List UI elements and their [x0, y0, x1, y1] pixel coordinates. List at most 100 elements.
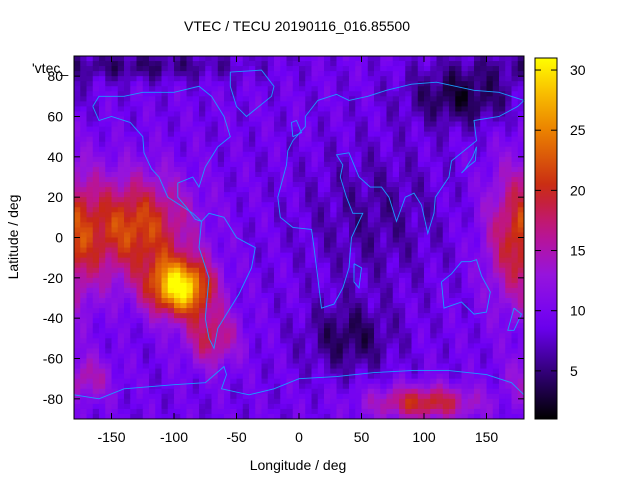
heatmap-cell: [311, 363, 319, 369]
heatmap-cell: [449, 71, 456, 77]
heatmap-cell: [505, 126, 512, 133]
heatmap-cell: [405, 166, 412, 173]
heatmap-cell: [449, 308, 456, 314]
heatmap-cell: [461, 111, 469, 117]
heatmap-cell: [74, 177, 81, 183]
heatmap-cell: [317, 222, 325, 228]
heatmap-cell: [74, 343, 81, 349]
heatmap-cell: [417, 277, 425, 284]
heatmap-cell: [467, 121, 475, 127]
heatmap-cell: [336, 192, 344, 198]
heatmap-cell: [517, 121, 525, 127]
heatmap-cell: [261, 393, 269, 400]
heatmap-cell: [236, 353, 244, 359]
heatmap-cell: [424, 373, 431, 380]
heatmap-cell: [417, 398, 425, 405]
heatmap-cell: [349, 56, 356, 62]
heatmap-cell: [80, 353, 87, 359]
heatmap-cell: [261, 272, 269, 279]
heatmap-cell: [361, 182, 369, 188]
heatmap-cell: [486, 318, 494, 324]
heatmap-cell: [230, 177, 237, 183]
heatmap-cell: [249, 136, 256, 143]
heatmap-cell: [330, 333, 337, 339]
heatmap-cell: [386, 116, 394, 122]
heatmap-cell: [155, 323, 162, 329]
heatmap-cell: [92, 373, 100, 380]
heatmap-cell: [255, 232, 262, 238]
heatmap-cell: [155, 303, 162, 309]
heatmap-cell: [392, 343, 400, 349]
heatmap-cell: [517, 318, 525, 324]
heatmap-cell: [211, 287, 219, 294]
heatmap-cell: [299, 76, 306, 82]
heatmap-cell: [305, 222, 312, 228]
heatmap-cell: [205, 56, 212, 62]
heatmap-cell: [192, 298, 200, 304]
heatmap-cell: [305, 212, 312, 218]
heatmap-cell: [517, 101, 525, 107]
heatmap-cell: [461, 373, 469, 380]
heatmap-cell: [236, 161, 244, 168]
heatmap-cell: [205, 383, 212, 390]
heatmap-cell: [436, 298, 444, 304]
heatmap-cell: [499, 76, 506, 82]
heatmap-cell: [449, 383, 456, 390]
heatmap-cell: [286, 388, 294, 395]
heatmap-cell: [255, 282, 262, 289]
heatmap-cell: [424, 66, 431, 72]
heatmap-cell: [155, 116, 162, 122]
heatmap-cell: [211, 292, 219, 299]
heatmap-cell: [436, 353, 444, 359]
heatmap-cell: [330, 126, 337, 133]
heatmap-cell: [349, 237, 356, 243]
heatmap-cell: [342, 308, 350, 314]
heatmap-cell: [336, 126, 344, 133]
heatmap-cell: [336, 232, 344, 238]
heatmap-cell: [205, 257, 212, 264]
heatmap-cell: [311, 242, 319, 248]
heatmap-cell: [167, 126, 175, 133]
heatmap-cell: [355, 101, 362, 107]
heatmap-cell: [442, 202, 450, 208]
heatmap-cell: [286, 282, 294, 289]
heatmap-cell: [205, 76, 212, 82]
heatmap-cell: [136, 287, 144, 294]
heatmap-cell: [205, 61, 212, 67]
heatmap-cell: [305, 76, 312, 82]
heatmap-cell: [436, 378, 444, 385]
heatmap-cell: [499, 166, 506, 173]
heatmap-cell: [236, 298, 244, 304]
heatmap-cell: [492, 126, 500, 133]
heatmap-cell: [124, 338, 131, 344]
heatmap-cell: [499, 202, 506, 208]
heatmap-cell: [80, 368, 87, 375]
heatmap-cell: [217, 91, 225, 97]
heatmap-cell: [261, 363, 269, 369]
heatmap-cell: [361, 106, 369, 112]
heatmap-cell: [80, 207, 87, 213]
heatmap-cell: [242, 71, 250, 77]
heatmap-cell: [142, 171, 150, 178]
heatmap-cell: [299, 71, 306, 77]
heatmap-cell: [142, 166, 150, 173]
heatmap-cell: [124, 308, 131, 314]
heatmap-cell: [455, 287, 462, 294]
heatmap-cell: [186, 106, 194, 112]
heatmap-cell: [324, 197, 331, 203]
heatmap-cell: [399, 187, 406, 193]
heatmap-cell: [242, 292, 250, 299]
heatmap-cell: [280, 333, 287, 339]
heatmap-cell: [411, 308, 419, 314]
heatmap-cell: [299, 388, 306, 395]
heatmap-cell: [405, 393, 412, 400]
heatmap-cell: [492, 141, 500, 148]
heatmap-cell: [192, 277, 200, 284]
heatmap-cell: [192, 303, 200, 309]
heatmap-cell: [405, 348, 412, 354]
heatmap-cell: [317, 383, 325, 390]
heatmap-cell: [455, 86, 462, 92]
heatmap-cell: [430, 378, 437, 385]
heatmap-cell: [155, 171, 162, 178]
heatmap-cell: [436, 197, 444, 203]
